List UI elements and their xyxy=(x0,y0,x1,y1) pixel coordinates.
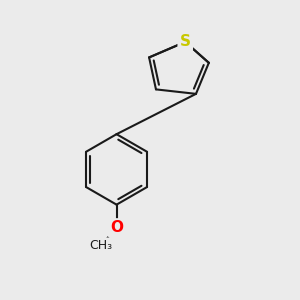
Text: S: S xyxy=(180,34,191,50)
Text: CH₃: CH₃ xyxy=(89,239,112,252)
Text: O: O xyxy=(110,220,123,236)
